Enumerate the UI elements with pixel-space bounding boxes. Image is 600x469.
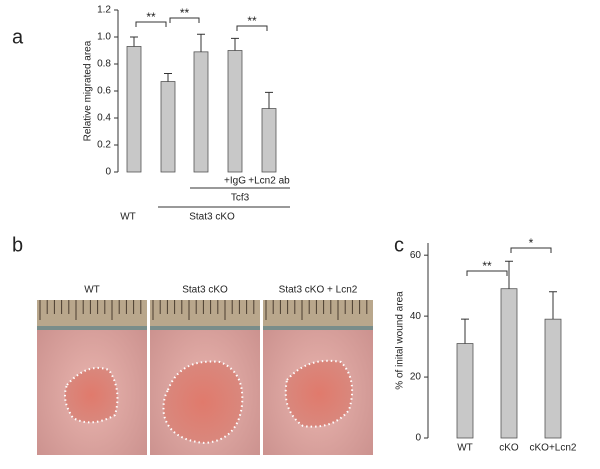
y-tick-label: 1.2	[97, 5, 111, 16]
group-label: WT	[120, 212, 136, 223]
bar	[261, 108, 277, 173]
significance-bracket	[135, 21, 167, 27]
significance-bracket	[466, 270, 508, 276]
error-bar	[265, 91, 273, 109]
photos	[37, 300, 373, 455]
y-tick-label: 20	[410, 372, 422, 383]
error-bar	[197, 33, 205, 52]
significance-bracket	[236, 25, 268, 31]
error-bar	[461, 318, 469, 344]
photo	[263, 300, 373, 455]
significance-bracket	[510, 247, 552, 253]
photo-label: Stat3 cKO	[182, 285, 228, 296]
bar	[126, 46, 142, 173]
bar	[193, 51, 209, 173]
group-label: +Lcn2 ab	[248, 176, 290, 187]
error-bar	[231, 37, 239, 51]
x-tick-label: WT	[457, 443, 473, 454]
y-tick-label: 0.6	[97, 86, 111, 97]
y-tick-label: 0.4	[97, 113, 111, 124]
y-tick-label: 40	[410, 311, 422, 322]
group-label: +IgG	[224, 176, 246, 187]
x-tick-label: cKO+Lcn2	[530, 443, 577, 454]
bar	[500, 288, 518, 439]
panel-label: c	[394, 234, 404, 256]
photo-label: WT	[84, 285, 100, 296]
y-tick-label: 0.8	[97, 59, 111, 70]
y-tick-label: 0.2	[97, 140, 111, 151]
bar	[544, 318, 562, 439]
y-axis-label: Relative migrated area	[83, 40, 94, 141]
y-tick-label: 0	[415, 433, 421, 444]
y-axis-label: % of inital wound area	[395, 291, 406, 390]
x-tick-label: cKO	[499, 443, 519, 454]
panel-label: b	[12, 234, 23, 256]
panel-label: a	[12, 26, 24, 48]
error-bar	[130, 36, 138, 47]
significance-bracket	[169, 17, 200, 23]
error-bar	[505, 260, 513, 289]
y-tick-label: 60	[410, 250, 422, 261]
y-tick-label: 0	[105, 167, 111, 178]
photo	[37, 300, 147, 455]
bar	[227, 50, 243, 173]
error-bar	[164, 72, 172, 82]
photo	[150, 300, 260, 455]
annotation: **	[146, 10, 156, 24]
bar	[160, 81, 176, 173]
bar	[456, 343, 474, 439]
annotation: **	[482, 259, 492, 273]
y-tick-label: 1.0	[97, 32, 111, 43]
annotation: **	[247, 14, 257, 28]
group-label: Stat3 cKO	[189, 212, 235, 223]
annotation: *	[529, 236, 534, 250]
annotation: **	[180, 6, 190, 20]
group-label: Tcf3	[231, 193, 250, 204]
error-bar	[549, 291, 557, 320]
photo-label: Stat3 cKO + Lcn2	[279, 285, 358, 296]
